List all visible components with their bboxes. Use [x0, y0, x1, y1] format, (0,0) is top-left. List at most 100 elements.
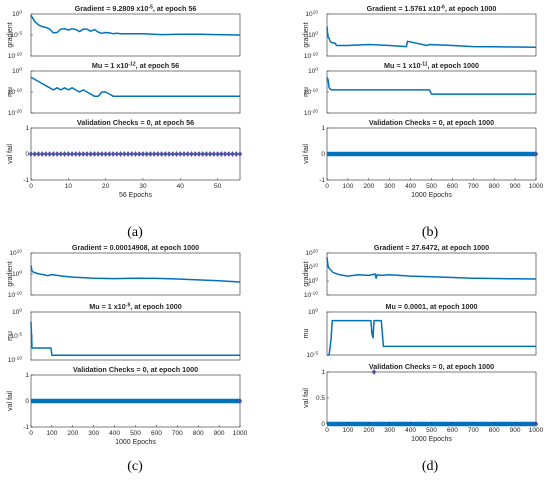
y-tick-exponent: 0: [315, 308, 318, 314]
x-tick-label: 100: [342, 183, 353, 190]
validation-point: [174, 151, 179, 157]
y-tick-exponent: 10: [17, 249, 23, 255]
y-tick-exponent: 10: [313, 10, 319, 16]
y-tick-base: 10: [12, 11, 20, 18]
validation-point: [234, 151, 239, 157]
y-tick-base: 10: [11, 333, 19, 340]
panel-title: Validation Checks = 0, at epoch 1000: [73, 365, 198, 374]
y-tick-exponent: 0: [315, 67, 318, 73]
x-tick-label: 600: [447, 183, 458, 190]
panel-title: Gradient = 0.00014908, at epoch 1000: [72, 243, 199, 252]
y-tick-label: 100: [12, 10, 22, 19]
validation-point: [133, 151, 138, 157]
x-tick-label: 200: [363, 183, 374, 190]
panel-mu: Mu = 1 x10-11, at epoch 1000mu10010-1010…: [303, 61, 537, 118]
validation-point: [181, 151, 187, 157]
validation-point: [170, 151, 176, 157]
figure-caption: (d): [422, 459, 439, 474]
y-tick-base: 10: [12, 271, 20, 278]
y-axis-label: val fail: [303, 388, 310, 408]
chart-a: Gradient = 9.2809 x10-5, at epoch 56grad…: [7, 4, 243, 240]
y-tick-label: 100: [308, 277, 318, 286]
y-tick-label: -1: [23, 177, 29, 184]
x-tick-label: 900: [510, 183, 521, 190]
plot-area: [30, 70, 241, 114]
panel-validation: Validation Checks = 0, at epoch 1000 val …: [303, 118, 544, 199]
plot-area: [326, 311, 537, 356]
validation-point: [125, 151, 131, 157]
x-tick-label: 300: [88, 430, 99, 437]
y-tick-exponent: -10: [15, 356, 22, 362]
y-tick-exponent: -5: [18, 332, 23, 338]
validation-point: [107, 151, 112, 157]
y-tick-exponent: -10: [15, 88, 22, 94]
y-tick-label: 10-5: [307, 351, 319, 360]
y-tick-label: -1: [319, 177, 325, 184]
panel-title-rest: , at epoch 56: [136, 61, 180, 70]
x-tick-label: 900: [214, 430, 225, 437]
y-tick-label: 1: [321, 369, 325, 376]
validation-point: [155, 151, 161, 157]
y-tick-base: 10: [308, 68, 316, 75]
series-line: [326, 257, 537, 280]
validation-point: [39, 151, 45, 157]
panel-title: Validation Checks = 0, at epoch 1000: [369, 362, 494, 371]
validation-point: [166, 151, 172, 157]
x-tick-label: 200: [363, 427, 374, 434]
y-tick-label: 1: [25, 125, 29, 132]
x-tick-label: 0: [29, 183, 33, 190]
validation-point: [92, 151, 97, 157]
y-tick-label: 10-10: [8, 356, 22, 365]
x-tick-label: 800: [489, 183, 500, 190]
y-tick-label: 1: [25, 372, 29, 379]
x-axis-label: 1000 Epochs: [411, 192, 452, 199]
validation-point: [69, 151, 75, 157]
panel-title-main: Validation Checks = 0, at epoch 1000: [369, 362, 494, 371]
validation-point: [32, 151, 37, 157]
x-tick-label: 300: [384, 183, 395, 190]
y-tick-label: 0: [25, 398, 29, 405]
y-tick-label: 10-20: [304, 109, 318, 118]
validation-point: [73, 151, 79, 157]
y-tick-base: 10: [8, 53, 16, 60]
y-tick-label: 10-10: [304, 88, 318, 97]
validation-point: [207, 151, 213, 157]
panel-title-rest: , at epoch 56: [153, 4, 197, 13]
panel-title-exponent: -12: [128, 62, 135, 68]
validation-point: [47, 151, 52, 157]
y-tick-label: 100: [308, 31, 318, 40]
panel-title-main: Gradient = 0.00014908, at epoch 1000: [72, 243, 199, 252]
series-line: [30, 321, 240, 356]
panel-title: Validation Checks = 0, at epoch 56: [77, 118, 194, 127]
panel-title: Gradient = 1.5761 x10-6, at epoch 1000: [367, 4, 497, 13]
x-tick-label: 1000: [529, 427, 544, 434]
y-tick-base: 10: [304, 110, 312, 117]
panel-title: Mu = 1 x10-11, at epoch 1000: [384, 61, 479, 70]
series-line: [327, 319, 536, 356]
validation-point: [200, 151, 205, 157]
y-tick-base: 10: [12, 309, 20, 316]
panel-title-rest: , at epoch 1000: [445, 4, 497, 13]
y-tick-label: 1010: [305, 10, 318, 19]
y-tick-label: 0.5: [316, 395, 325, 402]
chart-b: Gradient = 1.5761 x10-6, at epoch 1000 gr…: [303, 4, 544, 240]
y-axis-label: gradient: [303, 22, 310, 47]
x-tick-label: 700: [172, 430, 183, 437]
y-tick-base: 10: [8, 89, 16, 96]
x-tick-label: 30: [139, 183, 147, 190]
validation-point: [163, 151, 168, 157]
y-tick-label: 10-10: [8, 52, 22, 61]
y-tick-base: 10: [8, 110, 16, 117]
plot-area: [326, 371, 537, 425]
x-tick-label: 400: [109, 430, 120, 437]
validation-point: [28, 151, 34, 157]
panel-title-exponent: -11: [421, 62, 428, 68]
y-tick-base: 10: [304, 53, 312, 60]
validation-point: [80, 151, 86, 157]
validation-point: [185, 151, 191, 157]
validation-point: [226, 151, 232, 157]
y-tick-base: 10: [8, 357, 16, 364]
validation-point: [151, 151, 157, 157]
y-axis-label: mu: [7, 331, 14, 341]
